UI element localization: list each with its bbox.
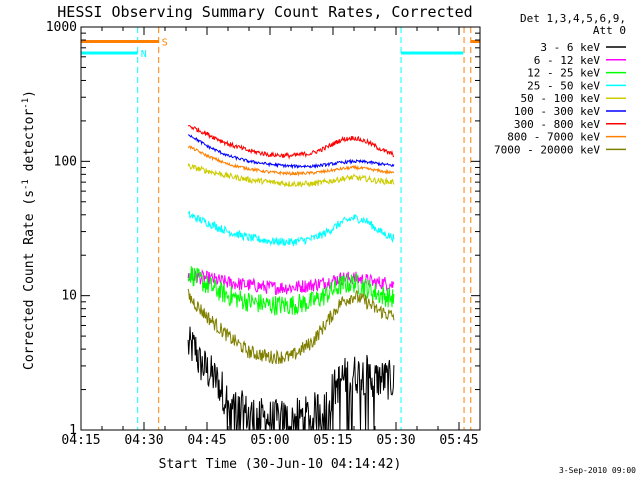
series-line-7 (187, 145, 395, 177)
status-label-S: S (162, 37, 168, 48)
legend-label-4: 50 - 100 keV (521, 92, 601, 105)
date-stamp: 3-Sep-2010 09:00 (559, 466, 636, 475)
y-tick-label-0: 1 (69, 423, 77, 438)
series-line-4 (187, 162, 395, 188)
x-tick-label-1: 04:30 (124, 433, 163, 448)
series-line-8 (187, 288, 395, 365)
legend-label-6: 300 - 800 keV (514, 118, 600, 131)
legend-label-2: 12 - 25 keV (527, 67, 600, 80)
chart-title: HESSI Observing Summary Count Rates, Cor… (57, 3, 472, 21)
x-tick-label-6: 05:45 (439, 433, 478, 448)
y-axis-label: Corrected Count Rate (s-1 detector-1) (21, 90, 37, 370)
legend-label-7: 800 - 7000 keV (507, 131, 600, 144)
x-axis-label: Start Time (30-Jun-10 04:14:42) (159, 457, 402, 472)
series-line-3 (187, 210, 395, 247)
plot-area: SN (81, 27, 480, 431)
legend-header-line-2: Att 0 (593, 24, 626, 37)
x-tick-label-3: 05:00 (250, 433, 289, 448)
legend-label-8: 7000 - 20000 keV (494, 143, 600, 156)
legend-header-line-1: Det 1,3,4,5,6,9, (520, 12, 626, 25)
series-line-2 (187, 266, 395, 316)
x-tick-label-5: 05:30 (376, 433, 415, 448)
legend-label-0: 3 - 6 keV (540, 41, 600, 54)
series-line-1 (187, 268, 395, 296)
y-tick-label-2: 100 (54, 154, 77, 169)
series-line-5 (187, 134, 395, 170)
series-line-6 (187, 124, 395, 160)
plot-frame (80, 26, 481, 431)
x-tick-label-4: 05:15 (313, 433, 352, 448)
legend-label-1: 6 - 12 keV (534, 54, 601, 67)
y-tick-label-1: 10 (61, 289, 77, 304)
x-tick-label-2: 04:45 (187, 433, 226, 448)
x-tick-label-0: 04:15 (61, 433, 100, 448)
series-line-0 (187, 326, 395, 431)
y-tick-label-3: 1000 (46, 20, 77, 35)
legend-label-5: 100 - 300 keV (514, 105, 600, 118)
status-label-N: N (141, 49, 147, 60)
legend-label-3: 25 - 50 keV (527, 79, 600, 92)
axes: 04:15 04:30 04:45 05:00 05:15 05:30 05:45 1 10 10… (46, 20, 480, 448)
